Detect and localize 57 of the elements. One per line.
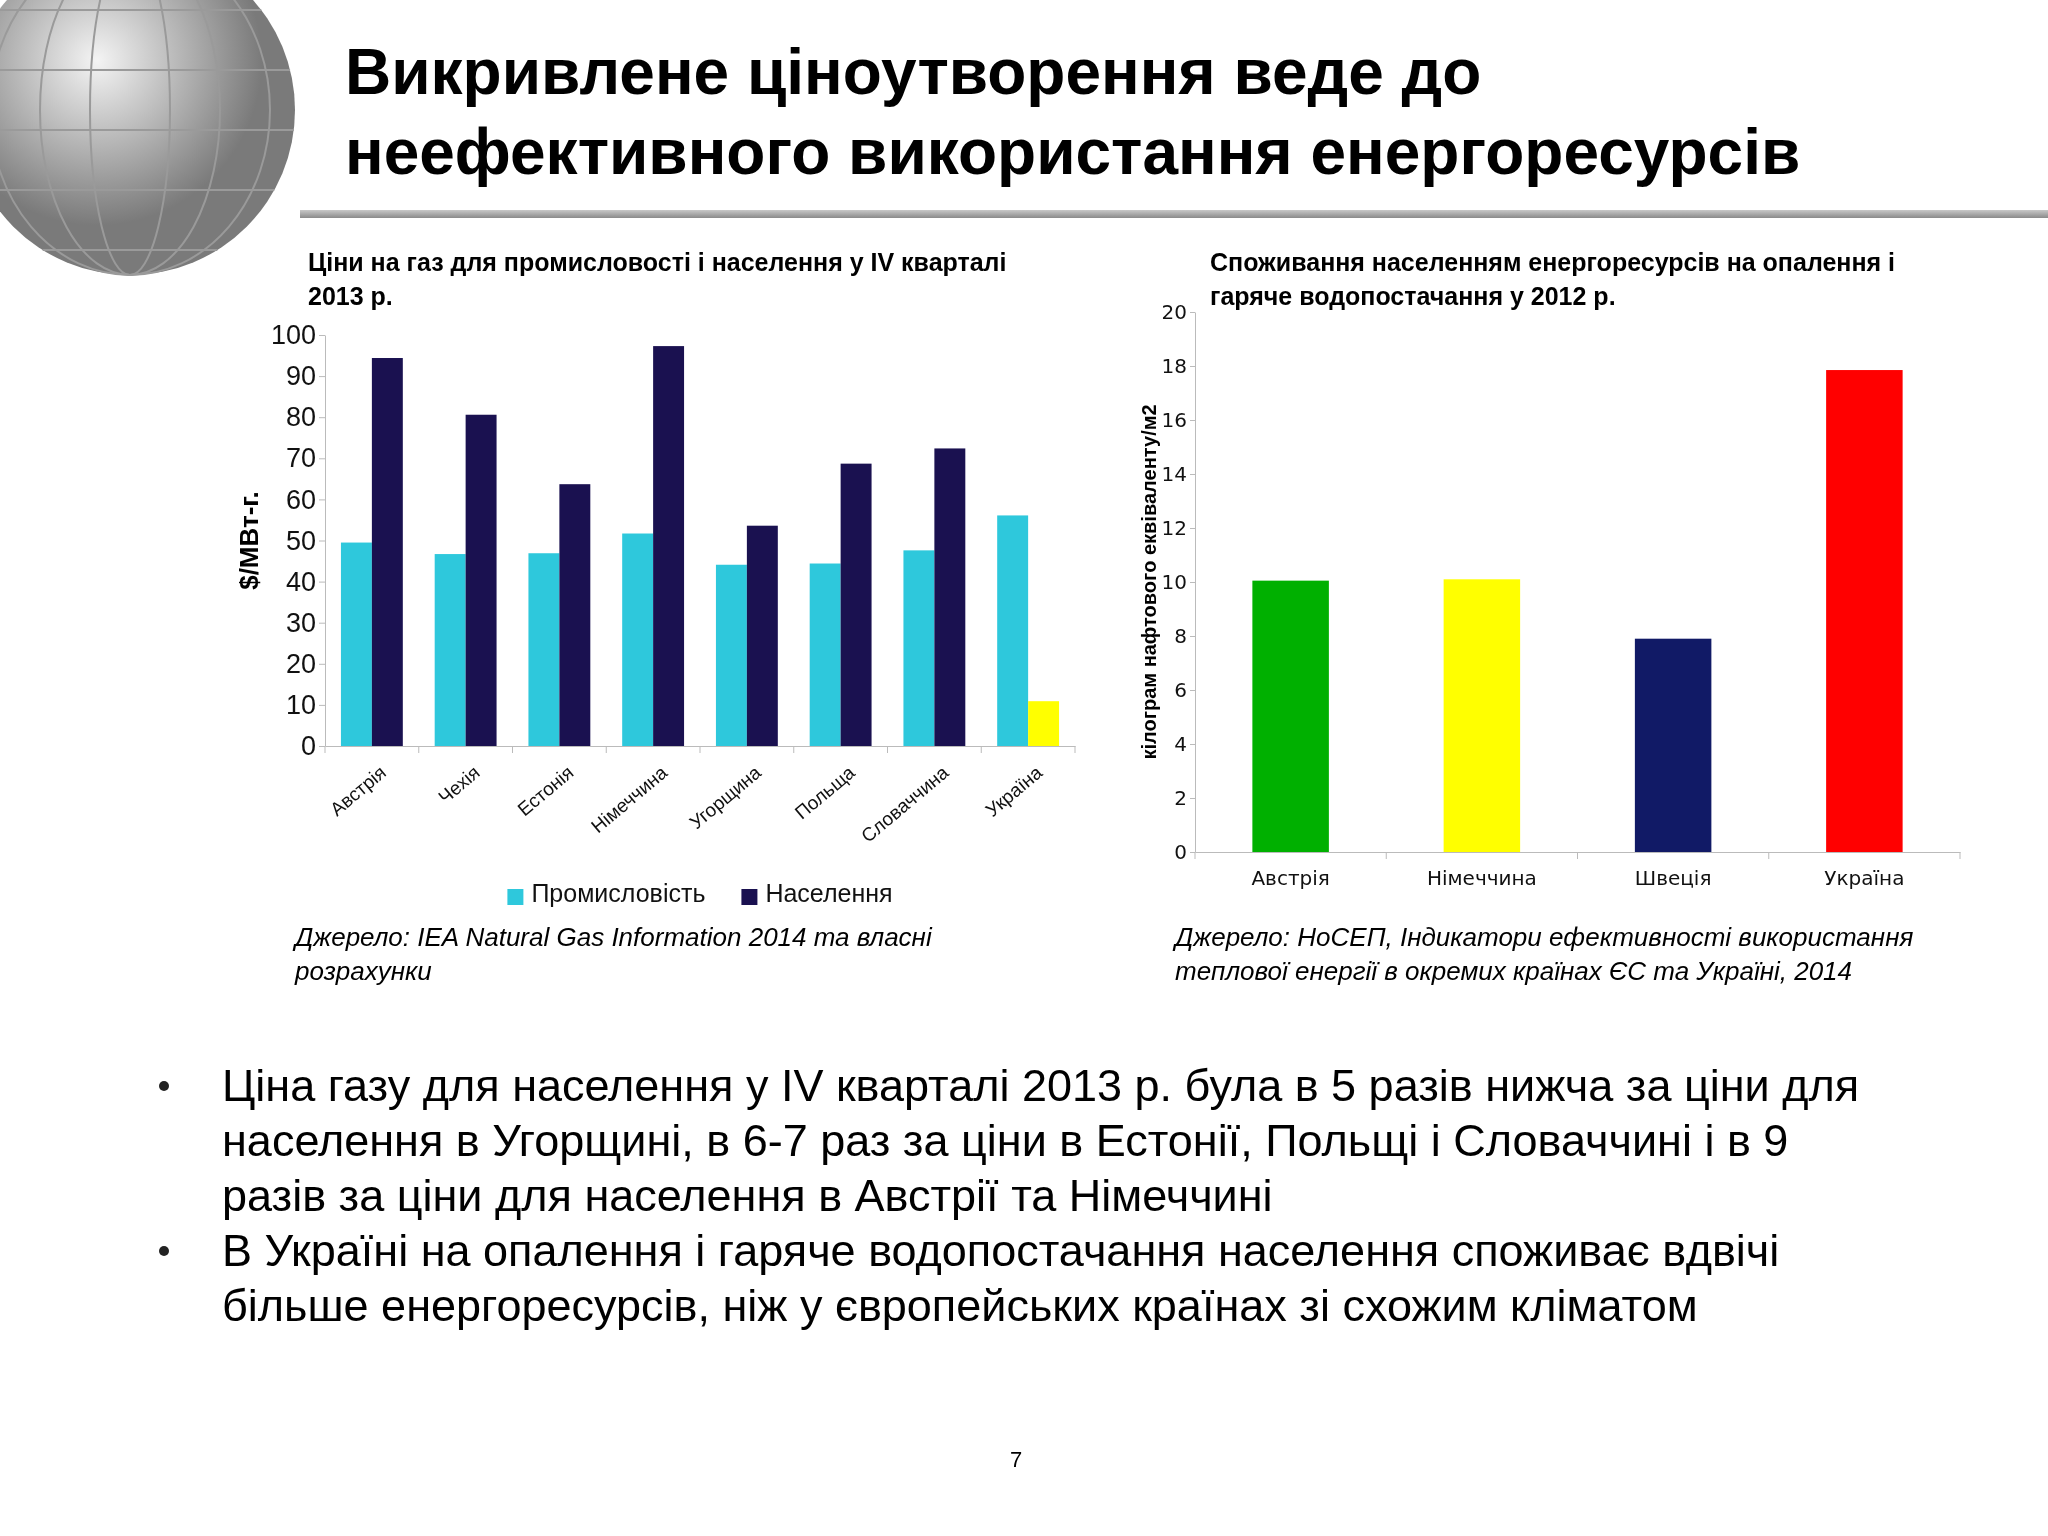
chart-title: Споживання населенням енергоресурсів на опалення і гаряче водопостачання у 2012 р. — [1210, 247, 1896, 312]
chart-title: Ціни на газ для промисловості і населення у IV кварталі 2013 р. — [308, 247, 1008, 312]
bar — [465, 414, 497, 746]
bar — [434, 554, 466, 746]
x-tick-label: Україна — [1824, 866, 1905, 890]
x-tick-label: Чехія — [434, 761, 484, 808]
bar — [1252, 580, 1329, 852]
bar — [934, 448, 966, 746]
bar — [559, 484, 591, 746]
y-tick-label: 2 — [1174, 785, 1187, 810]
bar — [903, 550, 935, 746]
y-tick-label: 4 — [1174, 731, 1187, 756]
y-tick-label: 50 — [285, 525, 316, 556]
bar — [1634, 638, 1712, 852]
y-tick-label: 18 — [1161, 353, 1187, 378]
y-axis-title: кілограм нафтового еквіваленту/м2 — [1138, 404, 1160, 760]
bar — [340, 542, 372, 746]
y-tick-label: 0 — [1174, 839, 1187, 864]
y-tick-label: 70 — [285, 443, 316, 474]
bar — [371, 358, 403, 746]
x-tick-label: Німеччина — [1426, 866, 1537, 890]
y-tick-label: 100 — [270, 320, 316, 351]
bar — [622, 533, 654, 746]
legend-label: Промисловість — [531, 879, 706, 907]
y-tick-label: 20 — [285, 648, 316, 679]
y-tick-label: 30 — [285, 607, 316, 638]
y-tick-label: 10 — [285, 690, 316, 721]
y-tick-label: 80 — [285, 402, 316, 433]
legend-label: Населення — [765, 879, 893, 907]
y-tick-label: 14 — [1161, 461, 1187, 486]
y-tick-label: 40 — [285, 566, 316, 597]
y-tick-label: 10 — [1161, 569, 1187, 594]
bar — [528, 553, 560, 746]
bar — [1028, 701, 1060, 746]
bar — [997, 515, 1029, 746]
text: Викривлене ціноутворення веде до неефективного використання енергоресурсів — [345, 35, 1802, 190]
y-tick-label: 60 — [285, 484, 316, 515]
bar — [746, 525, 778, 746]
y-tick-label: 16 — [1161, 407, 1187, 432]
y-tick-label: 8 — [1174, 623, 1187, 648]
y-tick-label: 90 — [285, 361, 316, 392]
bar — [840, 463, 872, 746]
bar — [715, 564, 747, 746]
bar — [1443, 579, 1521, 852]
text: 7 — [1010, 1447, 1023, 1473]
text: В Україні на опалення і гаряче водопостачання населення споживає вдвічі більше енергоресурсів, ніж у європейських країнах зі схожим кліматом — [222, 1224, 1781, 1333]
y-axis-title: $/МВт-г. — [234, 491, 265, 590]
x-tick-label: Австрія — [1251, 866, 1330, 890]
x-tick-label: Швеція — [1634, 866, 1712, 890]
bar — [809, 563, 841, 746]
text: Ціна газу для населення у IV кварталі 2013 р. була в 5 разів нижча за ціни для населення в Угорщині, в 6-7 раз за ціни в Естонії, Польщі і Словаччині і в 9 разів за ціни для населення в Австрії та Німеччині — [222, 1059, 1861, 1223]
bar — [1826, 370, 1903, 852]
y-tick-label: 0 — [300, 731, 316, 762]
bar — [653, 346, 685, 746]
y-tick-label: 12 — [1161, 515, 1187, 540]
y-tick-label: 6 — [1174, 677, 1187, 702]
y-tick-label: 20 — [1161, 299, 1187, 324]
